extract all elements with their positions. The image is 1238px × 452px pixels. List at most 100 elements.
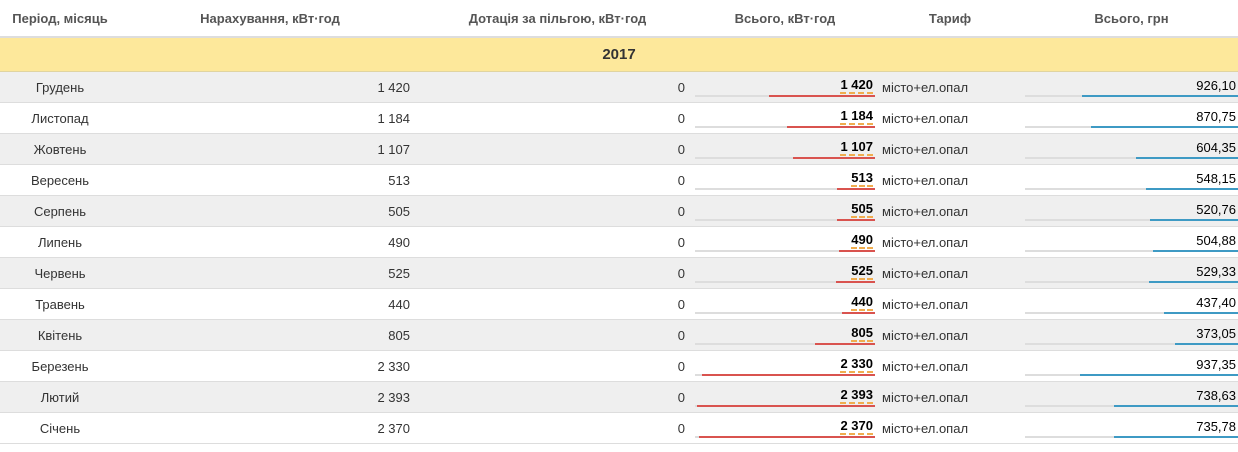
uah-bar-track (1025, 250, 1238, 252)
kwh-bar-fill (815, 343, 875, 345)
kwh-bar-fill (836, 281, 875, 283)
total-uah-cell: 604,35 (1025, 133, 1238, 165)
accrual-cell: 505 (120, 195, 420, 227)
table-row: Квітень 805 0 805 місто+ел.опал 373,05 (0, 319, 1238, 351)
total-kwh-value: 2 370 (840, 418, 873, 435)
total-uah-value: 735,78 (1196, 419, 1236, 434)
kwh-bar-track (695, 312, 875, 314)
total-uah-cell: 504,88 (1025, 226, 1238, 258)
kwh-bar-track (695, 281, 875, 283)
header-total-uah[interactable]: Всього, грн (1025, 0, 1238, 38)
total-kwh-value: 490 (851, 232, 873, 249)
month-cell: Серпень (0, 195, 120, 227)
accrual-cell: 805 (120, 319, 420, 351)
header-tariff[interactable]: Тариф (875, 0, 1025, 38)
total-uah-value: 504,88 (1196, 233, 1236, 248)
tariff-cell: місто+ел.опал (875, 164, 1025, 196)
table-row: Січень 2 370 0 2 370 місто+ел.опал 735,78 (0, 412, 1238, 444)
subsidy-cell: 0 (420, 319, 695, 351)
table-row: Липень 490 0 490 місто+ел.опал 504,88 (0, 226, 1238, 258)
total-kwh-cell: 1 420 (695, 71, 875, 103)
tariff-cell: місто+ел.опал (875, 195, 1025, 227)
uah-bar-track (1025, 343, 1238, 345)
subsidy-cell: 0 (420, 226, 695, 258)
accrual-cell: 2 393 (120, 381, 420, 413)
kwh-bar-fill (786, 126, 875, 128)
month-cell: Вересень (0, 164, 120, 196)
uah-bar-fill (1113, 436, 1238, 438)
subsidy-cell: 0 (420, 257, 695, 289)
kwh-bar-fill (769, 95, 875, 97)
uah-bar-fill (1150, 219, 1238, 221)
total-kwh-value: 805 (851, 325, 873, 342)
subsidy-cell: 0 (420, 164, 695, 196)
subsidy-cell: 0 (420, 412, 695, 444)
month-cell: Червень (0, 257, 120, 289)
accrual-cell: 490 (120, 226, 420, 258)
table-row: Травень 440 0 440 місто+ел.опал 437,40 (0, 288, 1238, 320)
uah-bar-fill (1113, 405, 1238, 407)
total-kwh-value: 440 (851, 294, 873, 311)
header-accrual[interactable]: Нарахування, кВт·год (120, 0, 420, 38)
kwh-bar-track (695, 157, 875, 159)
accrual-cell: 2 370 (120, 412, 420, 444)
subsidy-cell: 0 (420, 71, 695, 103)
month-cell: Липень (0, 226, 120, 258)
tariff-cell: місто+ел.опал (875, 71, 1025, 103)
subsidy-cell: 0 (420, 102, 695, 134)
table-row: Лютий 2 393 0 2 393 місто+ел.опал 738,63 (0, 381, 1238, 413)
total-uah-value: 604,35 (1196, 140, 1236, 155)
total-kwh-cell: 505 (695, 195, 875, 227)
total-uah-cell: 548,15 (1025, 164, 1238, 196)
header-subsidy[interactable]: Дотація за пільгою, кВт·год (420, 0, 695, 38)
kwh-bar-track (695, 126, 875, 128)
accrual-cell: 440 (120, 288, 420, 320)
table-body: 2017 Грудень 1 420 0 1 420 місто+ел.опал 926,… (0, 37, 1238, 444)
total-kwh-cell: 2 330 (695, 350, 875, 382)
uah-bar-track (1025, 281, 1238, 283)
uah-bar-fill (1175, 343, 1238, 345)
uah-bar-track (1025, 157, 1238, 159)
total-uah-cell: 529,33 (1025, 257, 1238, 289)
total-uah-cell: 926,10 (1025, 71, 1238, 103)
total-kwh-value: 1 420 (840, 77, 873, 94)
table-row: Серпень 505 0 505 місто+ел.опал 520,76 (0, 195, 1238, 227)
uah-bar-track (1025, 188, 1238, 190)
subsidy-cell: 0 (420, 350, 695, 382)
tariff-cell: місто+ел.опал (875, 102, 1025, 134)
table-row: Жовтень 1 107 0 1 107 місто+ел.опал 604,35 (0, 133, 1238, 165)
kwh-bar-fill (698, 436, 875, 438)
tariff-cell: місто+ел.опал (875, 133, 1025, 165)
total-kwh-cell: 1 107 (695, 133, 875, 165)
table-row: Березень 2 330 0 2 330 місто+ел.опал 937,35 (0, 350, 1238, 382)
total-uah-cell: 870,75 (1025, 102, 1238, 134)
header-period[interactable]: Період, місяць (0, 0, 120, 38)
month-cell: Грудень (0, 71, 120, 103)
total-uah-cell: 373,05 (1025, 319, 1238, 351)
header-total-kwh[interactable]: Всього, кВт·год (695, 0, 875, 38)
kwh-bar-fill (836, 188, 875, 190)
uah-bar-fill (1080, 374, 1238, 376)
year-group-row: 2017 (0, 37, 1238, 72)
tariff-cell: місто+ел.опал (875, 381, 1025, 413)
total-uah-value: 520,76 (1196, 202, 1236, 217)
table-row: Грудень 1 420 0 1 420 місто+ел.опал 926,10 (0, 71, 1238, 103)
subsidy-cell: 0 (420, 288, 695, 320)
total-uah-value: 870,75 (1196, 109, 1236, 124)
uah-bar-fill (1148, 281, 1238, 283)
table-row: Вересень 513 0 513 місто+ел.опал 548,15 (0, 164, 1238, 196)
accrual-cell: 1 420 (120, 71, 420, 103)
accrual-cell: 2 330 (120, 350, 420, 382)
total-kwh-cell: 490 (695, 226, 875, 258)
uah-bar-fill (1091, 126, 1238, 128)
kwh-bar-fill (701, 374, 875, 376)
total-uah-value: 937,35 (1196, 357, 1236, 372)
total-uah-value: 548,15 (1196, 171, 1236, 186)
table-row: Листопад 1 184 0 1 184 місто+ел.опал 870,75 (0, 102, 1238, 134)
uah-bar-track (1025, 219, 1238, 221)
uah-bar-track (1025, 312, 1238, 314)
tariff-cell: місто+ел.опал (875, 412, 1025, 444)
kwh-bar-fill (842, 312, 875, 314)
total-kwh-cell: 2 370 (695, 412, 875, 444)
